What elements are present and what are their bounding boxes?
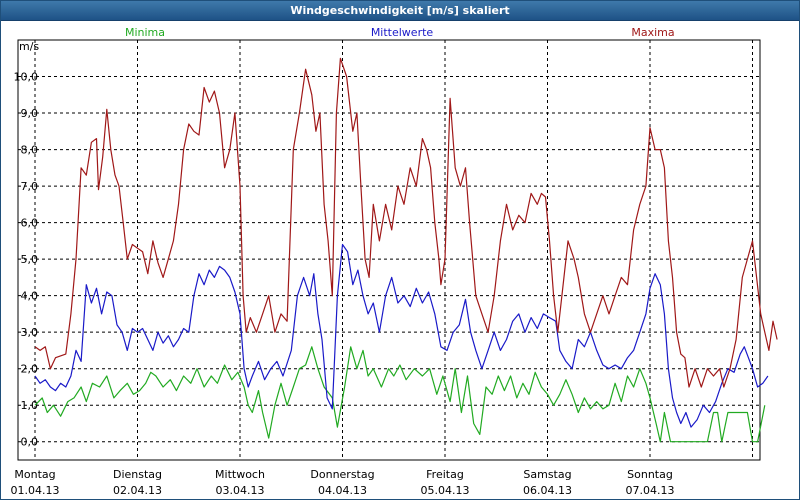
y-axis-label: m/s [19,40,39,53]
y-tick-label: 7,0 [21,180,39,193]
y-tick-labels: 0,0 1,0 2,0 3,0 4,0 5,0 6,0 7,0 8,0 9,0 10,0 [14,71,39,449]
x-tick-day: Donnerstag [310,468,374,481]
y-tick-label: 2,0 [21,363,39,376]
series-line-mittelwerte [34,243,769,428]
y-tick-label: 8,0 [21,144,39,157]
y-tick-label: 1,0 [21,399,39,412]
series-lines [34,57,778,443]
x-tick-date: 03.04.13 [216,484,265,497]
y-tick-label: 9,0 [21,107,39,120]
x-tick-date: 02.04.13 [113,484,162,497]
y-tick-label: 0,0 [21,436,39,449]
legend-minima: Minima [125,26,165,39]
legend-maxima: Maxima [631,26,674,39]
window-title: Windgeschwindigkeit [m/s] skaliert [1,1,799,21]
y-tick-label: 6,0 [21,217,39,230]
x-tick-day: Sonntag [627,468,673,481]
x-tick-date: 01.04.13 [11,484,60,497]
series-line-maxima [34,57,778,388]
x-tick-day: Samstag [523,468,571,481]
x-tick-day: Montag [14,468,55,481]
x-tick-labels: Montag 01.04.13 Dienstag 02.04.13 Mittwoch 03… [11,468,675,497]
x-tick-date: 06.04.13 [523,484,572,497]
x-tick-day: Freitag [426,468,464,481]
x-tick-date: 07.04.13 [626,484,675,497]
y-tick-label: 4,0 [21,290,39,303]
y-tick-label: 10,0 [14,71,39,84]
x-tick-date: 04.04.13 [318,484,367,497]
y-tick-label: 5,0 [21,253,39,266]
legend-mittelwerte: Mittelwerte [371,26,434,39]
y-tick-label: 3,0 [21,326,39,339]
series-line-minima [34,346,766,443]
x-tick-day: Mittwoch [215,468,265,481]
x-tick-date: 05.04.13 [421,484,470,497]
x-tick-day: Dienstag [113,468,162,481]
plot-area [17,39,761,461]
